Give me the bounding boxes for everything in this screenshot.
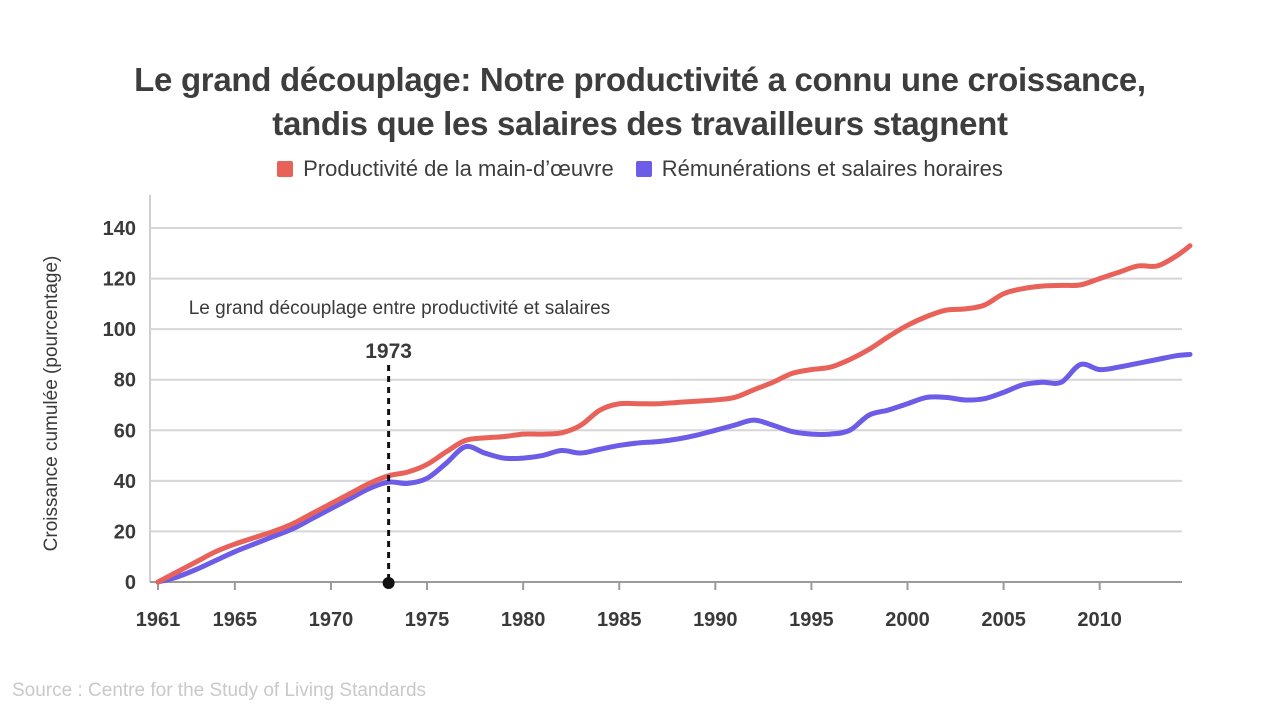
y-tick-label-80: 80 xyxy=(114,370,136,392)
y-tick-label-140: 140 xyxy=(103,218,136,240)
x-tick-label-1990: 1990 xyxy=(693,609,738,631)
y-tick-label-120: 120 xyxy=(103,269,136,291)
legend-label-wages: Rémunérations et salaires horaires xyxy=(661,156,1003,181)
y-axis-label: Croissance cumulée (pourcentage) xyxy=(41,256,62,552)
x-tick-label-1965: 1965 xyxy=(213,609,258,631)
series-line-wages xyxy=(155,351,1193,585)
x-tick-label-1961: 1961 xyxy=(136,609,181,631)
chart-title-line-2: tandis que les salaires des travailleurs… xyxy=(272,105,1008,142)
annotation-decoupling: Le grand découplage entre productivité e… xyxy=(189,298,610,319)
y-tick-label-100: 100 xyxy=(103,319,136,341)
legend-item-wages: Rémunérations et salaires horaires xyxy=(635,156,1003,182)
legend-item-productivity: Productivité de la main-d’œuvre xyxy=(277,156,614,182)
marker-1973-dot xyxy=(382,577,395,589)
x-tick-label-2000: 2000 xyxy=(885,609,930,631)
y-tick-label-0: 0 xyxy=(125,572,136,594)
chart-legend: Productivité de la main-d’œuvre Rémunéra… xyxy=(0,156,1280,182)
x-tick-label-1980: 1980 xyxy=(501,609,546,631)
legend-swatch-productivity xyxy=(277,161,294,177)
legend-swatch-wages xyxy=(635,161,652,177)
legend-label-productivity: Productivité de la main-d’œuvre xyxy=(303,156,614,181)
x-tick-label-1995: 1995 xyxy=(789,609,834,631)
y-tick-label-60: 60 xyxy=(114,420,136,442)
x-tick-label-1975: 1975 xyxy=(405,609,450,631)
x-tick-label-1970: 1970 xyxy=(309,609,354,631)
x-tick-label-2010: 2010 xyxy=(1077,609,1122,631)
series-line-productivity xyxy=(155,243,1193,585)
x-tick-label-1985: 1985 xyxy=(597,609,642,631)
y-tick-label-40: 40 xyxy=(114,471,136,493)
y-tick-label-20: 20 xyxy=(114,521,136,543)
x-tick-label-2005: 2005 xyxy=(981,609,1026,631)
chart-title-line-1: Le grand découplage: Notre productivité … xyxy=(134,61,1146,98)
source-note: Source : Centre for the Study of Living … xyxy=(12,680,427,701)
marker-1973-label: 1973 xyxy=(365,340,412,363)
chart-title: Le grand découplage: Notre productivité … xyxy=(0,58,1280,146)
